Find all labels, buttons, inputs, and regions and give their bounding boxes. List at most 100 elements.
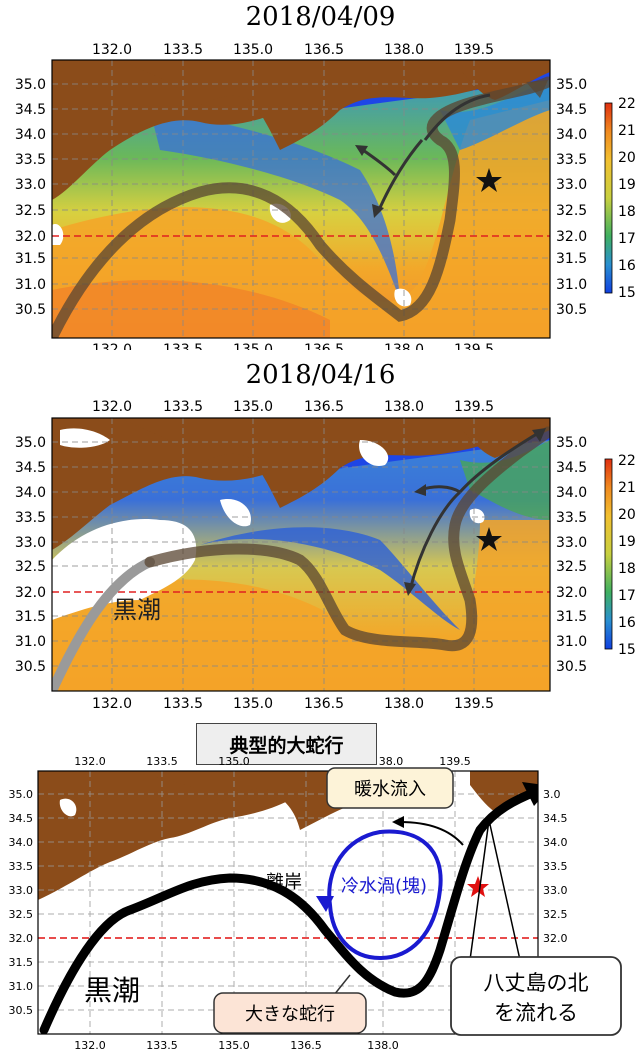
p1-colorbar-tick: 22 [618,96,636,112]
map-tick-label: 34.5 [543,812,568,825]
map-tick-label: 32.5 [15,559,46,575]
cloud-mask-west [52,519,197,620]
map-tick-label: 33.0 [543,884,568,897]
map-tick-label: 20 [618,507,636,523]
label-cold-eddy: 冷水渦(塊) [341,876,427,897]
map-tick-label: 132.0 [92,399,132,415]
map-tick-label: 34.5 [9,812,34,825]
map-tick-label: 18 [618,561,636,577]
p1-right-lat-tick: 35.0 [556,77,587,93]
p1-left-lat-tick: 35.0 [15,77,46,93]
map-tick-label: 35.0 [15,435,46,451]
map-tick-label: 32.0 [15,585,46,601]
panel1-map: 132.0 133.5 135.0 136.5 138.0 139.5 132.… [15,42,636,350]
map-tick-label: 136.5 [290,1039,322,1052]
hachijo-star-icon [476,168,502,192]
map-tick-label: 35.0 [556,435,587,451]
map-tick-label: 139.5 [454,342,494,350]
map-tick-label: 138.0 [384,399,424,415]
map-tick-label: 139.5 [454,696,494,710]
label-north-hachijo-2: を流れる [494,1001,578,1025]
map-tick-label: 30.5 [556,302,587,318]
map-tick-label: 135.0 [218,755,250,768]
label-kuroshio: 黒潮 [84,974,140,1007]
map-tick-label: 19 [618,177,636,193]
map-tick-label: 17 [618,231,636,247]
map-tick-label: 133.5 [163,399,203,415]
map-tick-label: 33.5 [15,510,46,526]
map-tick-label: 33.5 [556,510,587,526]
map-tick-label: 30.5 [15,659,46,675]
map-tick-label: 31.0 [15,277,46,293]
map-tick-label: 33.0 [9,884,34,897]
map-tick-label: 31.0 [556,634,587,650]
map-tick-label: 32.5 [15,203,46,219]
map-tick-label: 32.5 [556,203,587,219]
map-tick-label: 34.0 [556,485,587,501]
map-tick-label: 34.0 [15,485,46,501]
map-tick-label: 136.5 [304,399,344,415]
map-tick-label: 34.0 [9,836,34,849]
map-tick-label: 136.5 [304,342,344,350]
map-tick-label: 17 [618,588,636,604]
label-warm-inflow: 暖水流入 [354,779,426,800]
map-tick-label: 139.5 [454,399,494,415]
kuroshio-label: 黒潮 [113,596,161,624]
map-tick-label: 136.5 [304,42,344,58]
map-tick-label: 135.0 [233,399,273,415]
map-tick-label: 139.5 [439,755,471,768]
map-tick-label: 32.5 [556,559,587,575]
map-tick-label: 138.0 [384,42,424,58]
kuroshio-schematic-path [39,787,538,1034]
map-tick-label: 21 [618,480,636,496]
schematic-title: 典型的大蛇行 [196,723,377,765]
map-tick-label: 135.0 [233,696,273,710]
map-tick-label: 132.0 [92,696,132,710]
map-tick-label: 33.5 [543,860,568,873]
map-tick-label: 133.5 [163,342,203,350]
map-tick-label: 138.0 [384,342,424,350]
map-tick-label: 33.5 [15,152,46,168]
map-tick-label: 133.5 [146,1039,178,1052]
map-tick-label: 135.0 [233,42,273,58]
map-tick-label: 18 [618,204,636,220]
map-tick-label: 30.5 [9,1004,34,1017]
panel1-date-title: 2018/04/09 [245,2,396,32]
cold-eddy-loop [327,829,443,961]
map-tick-label: 34.5 [15,102,46,118]
callout-big-meander [213,992,367,1034]
schematic-map: 132.0 133.5 135.0 139.5 132.0 133.5 135.… [9,755,622,1052]
map-tick-label: 34.0 [15,127,46,143]
hachijo-star-icon [476,527,502,551]
map-tick-label: 31.0 [15,634,46,650]
panel2-date-title: 2018/04/16 [245,360,396,390]
kuroshio-arrow-head [522,782,538,806]
map-tick-label: 34.0 [543,836,568,849]
label-offshore: 離岸 [266,872,302,893]
map-tick-label: 30.5 [556,659,587,675]
p1-bottom-lon-tick: 132.0 [92,342,132,350]
map-tick-label: 132.0 [74,755,106,768]
map-tick-label: 33.0 [15,177,46,193]
colorbar-1 [604,102,613,294]
panel2-map: 黒潮 132.0 133.5 135.0 136.5 138.0 139.5 1… [15,399,636,710]
map-tick-label: 34.5 [556,102,587,118]
map-tick-label: 35.0 [9,788,34,801]
p1-top-lon-tick: 132.0 [92,42,132,58]
map-tick-label: 133.5 [163,42,203,58]
map-tick-label: 33.0 [15,535,46,551]
map-tick-label: 20 [618,150,636,166]
map-tick-label: 33.5 [9,860,34,873]
map-tick-label: 135.0 [218,1039,250,1052]
map-tick-label: 133.5 [163,696,203,710]
map-tick-label: 33.0 [556,177,587,193]
map-tick-label: 32.0 [543,932,568,945]
map-tick-label: 133.5 [146,755,178,768]
callout-north-hachijo [450,956,622,1036]
map-tick-label: 136.5 [304,696,344,710]
map-tick-label: 31.5 [9,956,34,969]
map-tick-label: 15 [618,285,636,301]
map-tick-label: 32.0 [15,229,46,245]
colorbar-2 [604,458,613,650]
map-tick-label: 22 [618,453,636,469]
